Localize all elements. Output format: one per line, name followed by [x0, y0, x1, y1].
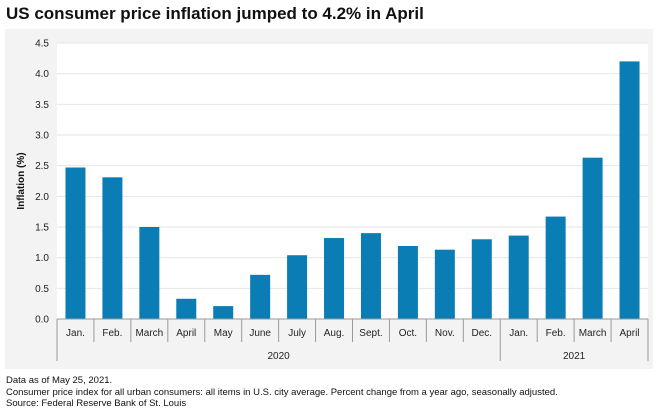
x-tick-label: Feb. — [102, 328, 122, 339]
bar — [471, 239, 492, 319]
x-tick-label: Feb. — [546, 328, 566, 339]
bar — [139, 227, 160, 319]
bar — [360, 233, 381, 319]
bar — [324, 238, 345, 319]
bar — [65, 167, 86, 319]
bar — [176, 298, 197, 319]
bar — [213, 306, 234, 319]
bar — [102, 177, 123, 319]
x-tick-label: April — [176, 328, 196, 339]
x-group-label: 2021 — [563, 351, 586, 362]
x-tick-label: Sept. — [359, 328, 382, 339]
bar — [508, 235, 529, 319]
y-tick-label: 3.0 — [35, 131, 49, 142]
x-tick-label: Oct. — [399, 328, 417, 339]
x-tick-label: Aug. — [324, 328, 345, 339]
bar — [250, 274, 271, 319]
x-tick-label: March — [579, 328, 607, 339]
bar — [619, 61, 640, 320]
x-tick-label: July — [288, 328, 306, 339]
x-tick-label: June — [249, 328, 271, 339]
y-tick-label: 2.0 — [35, 192, 49, 203]
x-tick-label: Dec. — [472, 328, 493, 339]
note-description: Consumer price index for all urban consu… — [6, 386, 558, 398]
x-tick-label: March — [135, 328, 163, 339]
x-tick-label: Jan. — [509, 328, 528, 339]
x-group-label: 2020 — [268, 351, 291, 362]
y-axis-label: Inflation (%) — [16, 152, 27, 209]
chart-panel: 0.0 0.5 1.0 1.5 2.0 2.5 3.0 3.5 4.0 4.5 Inflation … — [5, 29, 653, 369]
y-tick-label: 4.5 — [35, 39, 49, 50]
x-tick-label: April — [620, 328, 640, 339]
y-tick-label: 2.5 — [35, 161, 49, 172]
y-tick-label: 1.0 — [35, 253, 49, 264]
bar — [434, 249, 455, 319]
x-tick-label: Jan. — [66, 328, 85, 339]
note-data-date: Data as of May 25, 2021. — [6, 375, 113, 386]
chart-title: US consumer price inflation jumped to 4.… — [6, 4, 424, 23]
bar — [582, 157, 603, 319]
y-tick-label: 3.5 — [35, 100, 49, 111]
bar — [287, 255, 308, 319]
note-source: Source: Federal Reserve Bank of St. Loui… — [6, 398, 187, 409]
x-tick-label: May — [214, 328, 233, 339]
y-tick-label: 4.0 — [35, 69, 49, 80]
x-tick-label: Nov. — [435, 328, 455, 339]
bar — [545, 216, 566, 319]
chart-notes: Data as of May 25, 2021. Consumer price … — [6, 375, 558, 410]
bar-chart: 0.0 0.5 1.0 1.5 2.0 2.5 3.0 3.5 4.0 4.5 Inflation … — [16, 39, 649, 362]
bar — [397, 246, 418, 319]
y-tick-label: 1.5 — [35, 223, 49, 234]
y-tick-label: 0.5 — [35, 284, 49, 295]
y-tick-label: 0.0 — [35, 315, 49, 326]
